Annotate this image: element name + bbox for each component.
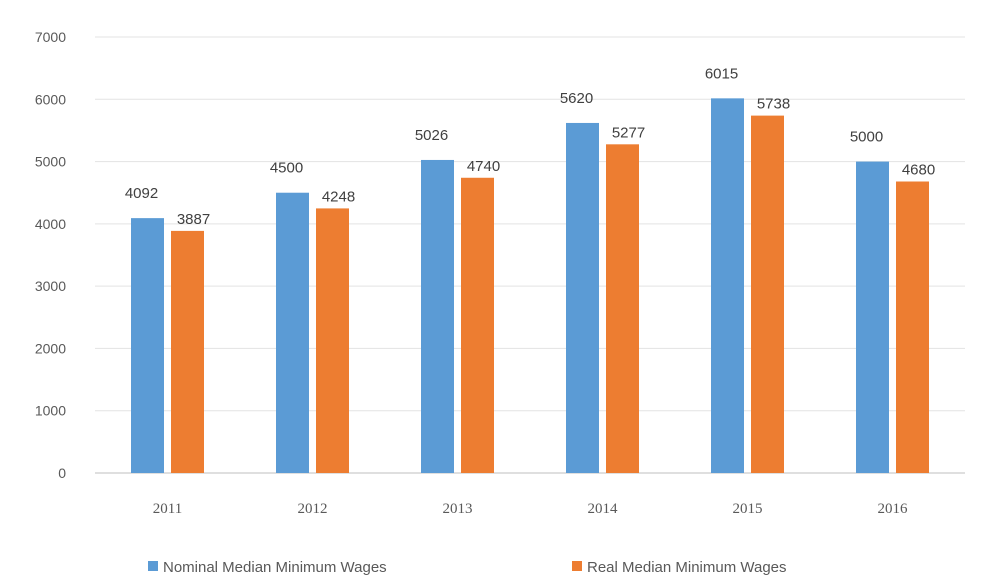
x-tick-label: 2011: [153, 501, 182, 517]
y-tick-label: 0: [58, 465, 66, 481]
data-label: 5620: [560, 90, 593, 107]
legend-label-nominal: Nominal Median Minimum Wages: [163, 559, 387, 576]
y-tick-label: 6000: [35, 91, 66, 107]
data-label: 5026: [415, 127, 448, 144]
gridlines: [95, 36, 965, 474]
x-tick-label: 2012: [298, 501, 328, 517]
y-tick-label: 3000: [35, 278, 66, 294]
x-tick-label: 2013: [443, 501, 473, 517]
x-tick-label: 2014: [588, 501, 619, 517]
data-labels: 4092 3887 4500 4248 5026 4740 5620 5277 6015 5738…: [125, 65, 935, 228]
bar-nominal: [566, 122, 599, 473]
bar-nominal: [711, 98, 744, 473]
data-label: 5000: [850, 129, 883, 146]
legend: Nominal Median Minimum Wages Real Median …: [148, 559, 787, 576]
bar-nominal: [276, 192, 309, 473]
x-tick-label: 2016: [878, 501, 909, 517]
bar-real: [316, 208, 349, 473]
bar-real: [461, 177, 494, 473]
data-label: 5277: [612, 124, 645, 141]
bar-nominal: [131, 218, 164, 473]
data-label: 4680: [902, 162, 935, 179]
data-label: 5738: [757, 96, 790, 113]
y-tick-label: 4000: [35, 216, 66, 232]
y-tick-label: 5000: [35, 154, 66, 170]
legend-swatch-nominal: [148, 561, 158, 571]
data-label: 4500: [270, 160, 303, 177]
bar-real: [751, 115, 784, 474]
data-label: 4092: [125, 185, 158, 202]
data-label: 6015: [705, 65, 738, 82]
y-tick-label: 1000: [35, 403, 66, 419]
y-axis: 0 1000 2000 3000 4000 5000 6000 7000: [35, 29, 66, 481]
data-label: 3887: [177, 211, 210, 228]
bars: [131, 98, 929, 474]
x-tick-label: 2015: [733, 501, 763, 517]
y-tick-label: 2000: [35, 340, 66, 356]
data-label: 4248: [322, 188, 355, 205]
y-tick-label: 7000: [35, 29, 66, 45]
bar-nominal: [856, 161, 889, 474]
bar-real: [896, 181, 929, 473]
bar-real: [171, 230, 204, 473]
x-axis: 2011 2012 2013 2014 2015 2016: [153, 501, 908, 517]
bar-nominal: [421, 159, 454, 473]
bar-real: [606, 144, 639, 473]
data-label: 4740: [467, 158, 500, 175]
legend-label-real: Real Median Minimum Wages: [587, 559, 787, 576]
legend-swatch-real: [572, 561, 582, 571]
